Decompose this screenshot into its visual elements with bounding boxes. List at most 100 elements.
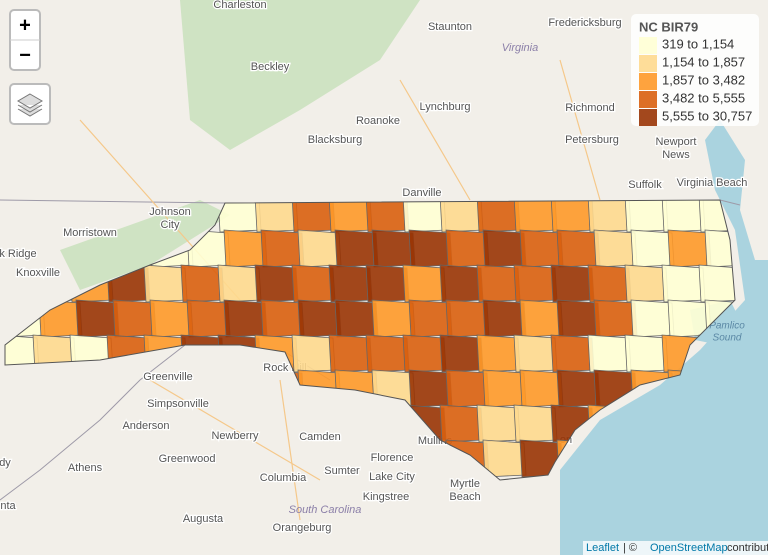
place-label: Myrtle [450, 478, 480, 490]
place-label: Athens [68, 462, 103, 474]
county [593, 229, 638, 268]
forest-area [180, 0, 420, 150]
place-label: Staunton [428, 21, 472, 33]
county [223, 299, 268, 338]
county [365, 334, 410, 373]
county [143, 264, 188, 303]
county [260, 229, 305, 268]
county [223, 229, 268, 268]
county [371, 299, 416, 338]
place-label: Blacksburg [308, 134, 362, 146]
attribution-link[interactable]: OpenStreetMap [650, 542, 728, 554]
county [519, 299, 564, 338]
attribution-link[interactable]: Leaflet [586, 542, 619, 554]
legend-label: 1,154 to 1,857 [662, 54, 745, 69]
place-label: Pamlico [709, 321, 745, 332]
county [75, 299, 120, 338]
place-label: City [161, 219, 180, 231]
county [482, 369, 527, 408]
place-label: dy [0, 457, 11, 469]
place-label: Simpsonville [147, 398, 209, 410]
legend-label: 3,482 to 5,555 [662, 90, 745, 105]
legend-swatch [639, 109, 657, 126]
place-label: South Carolina [289, 504, 362, 516]
county [587, 264, 632, 303]
county [186, 299, 231, 338]
place-label: Charleston [213, 0, 266, 11]
county [513, 264, 558, 303]
place-label: Beach [449, 491, 480, 503]
place-label: Beckley [251, 61, 290, 73]
county [556, 299, 601, 338]
county [439, 404, 484, 443]
county [297, 229, 342, 268]
county [630, 299, 675, 338]
legend-swatch [639, 37, 657, 54]
county [550, 264, 595, 303]
place-label: Fredericksburg [548, 17, 621, 29]
place-label: Danville [402, 187, 441, 199]
place-label: k Ridge [0, 248, 37, 260]
county [661, 264, 706, 303]
county [365, 264, 410, 303]
place-label: Roanoke [356, 115, 400, 127]
place-label: Anderson [122, 420, 169, 432]
legend-label: 319 to 1,154 [662, 36, 734, 51]
place-label: Columbia [260, 472, 307, 484]
place-label: Sound [713, 333, 742, 344]
state-border [0, 199, 741, 501]
county [445, 369, 490, 408]
county [556, 369, 601, 408]
nc-outline [4, 199, 736, 481]
county [439, 264, 484, 303]
ocean [560, 120, 768, 555]
forest-area [60, 200, 230, 290]
place-label: Morristown [63, 227, 117, 239]
layers-icon [17, 93, 43, 117]
attribution-text: contributors [727, 542, 768, 554]
zoom-out[interactable]: − [19, 44, 31, 66]
place-label: Kingstree [363, 491, 409, 503]
place-label: Greenville [143, 371, 193, 383]
legend-label: 1,857 to 3,482 [662, 72, 745, 87]
county [149, 299, 194, 338]
layers-control[interactable] [9, 83, 51, 125]
county [630, 229, 675, 268]
county [402, 264, 447, 303]
county [260, 299, 305, 338]
county [408, 369, 453, 408]
road [79, 59, 601, 521]
attribution-text: | © [623, 542, 637, 554]
place-label: Orangeburg [273, 522, 332, 534]
legend-box [631, 14, 759, 126]
county [593, 299, 638, 338]
county [476, 404, 521, 443]
legend-swatch [639, 91, 657, 108]
county [408, 229, 453, 268]
county [513, 334, 558, 373]
county [519, 369, 564, 408]
zoom-control: + − [9, 9, 41, 71]
county [624, 264, 669, 303]
county [439, 334, 484, 373]
county [482, 229, 527, 268]
place-label: Greenwood [159, 453, 216, 465]
county [476, 264, 521, 303]
place-label: Knoxville [16, 267, 60, 279]
place-label: Johnson [149, 206, 191, 218]
county [291, 264, 336, 303]
county [334, 229, 379, 268]
zoom-in[interactable]: + [19, 14, 31, 36]
county [513, 404, 558, 443]
legend-title: NC BIR79 [639, 19, 698, 34]
county [328, 264, 373, 303]
county [445, 299, 490, 338]
county [371, 229, 416, 268]
county [698, 264, 735, 303]
place-label: Augusta [183, 513, 224, 525]
county [482, 299, 527, 338]
place-label: Newberry [211, 430, 259, 442]
place-labels: Charleston Staunton Fredericksburg Virginia… [0, 0, 749, 535]
county [297, 299, 342, 338]
